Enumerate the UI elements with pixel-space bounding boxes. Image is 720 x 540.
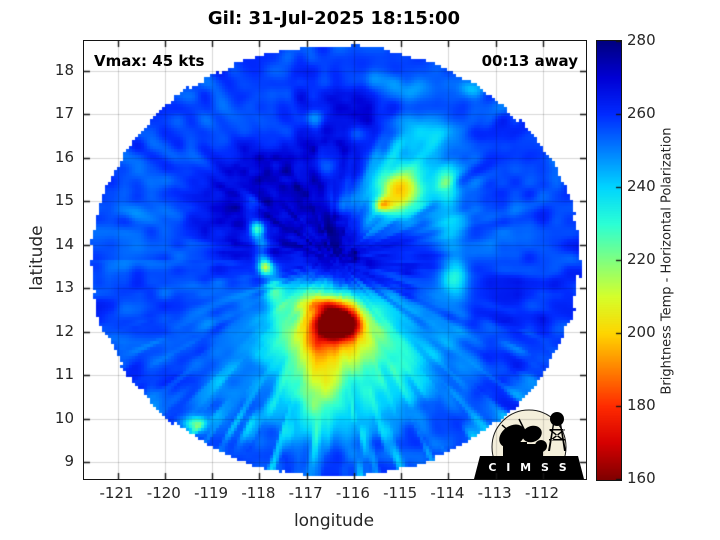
vmax-annotation: Vmax: 45 kts [94,52,205,70]
colorbar [596,40,622,481]
plot-area: C I M S S Vmax: 45 kts 00:13 away [83,40,587,480]
y-tick-label: 17 [54,104,74,123]
y-tick-label: 12 [54,321,74,340]
x-tick-label: -121 [99,484,134,502]
y-tick-label: 15 [54,191,74,210]
x-tick-label: -117 [288,484,323,502]
y-tick-label: 13 [54,278,74,297]
x-tick-label: -120 [146,484,181,502]
x-tick-label: -112 [524,484,559,502]
grid-overlay-canvas [84,41,586,479]
colorbar-tick-label: 240 [627,177,656,195]
x-axis-label: longitude [293,511,375,531]
x-tick-label: -115 [383,484,418,502]
colorbar-tick-label: 180 [627,396,656,414]
x-tick-label: -119 [194,484,229,502]
colorbar-tick-label: 220 [627,250,656,268]
colorbar-label: Brightness Temp - Horizontal Polarizatio… [659,127,675,395]
y-tick-label: 10 [54,408,74,427]
colorbar-canvas [597,41,621,480]
colorbar-tick-label: 260 [627,104,656,122]
x-tick-label: -113 [477,484,512,502]
x-tick-label: -116 [335,484,370,502]
colorbar-tick-label: 280 [627,31,656,49]
plot-title: Gil: 31-Jul-2025 18:15:00 [207,8,461,29]
time-away-annotation: 00:13 away [481,52,578,70]
y-tick-label: 9 [64,452,74,471]
y-tick-label: 14 [54,234,74,253]
y-tick-label: 18 [54,60,74,79]
colorbar-tick-label: 160 [627,469,656,487]
y-tick-label: 11 [54,365,74,384]
x-tick-label: -114 [430,484,465,502]
colorbar-tick-label: 200 [627,323,656,341]
x-tick-label: -118 [241,484,276,502]
y-tick-label: 16 [54,147,74,166]
